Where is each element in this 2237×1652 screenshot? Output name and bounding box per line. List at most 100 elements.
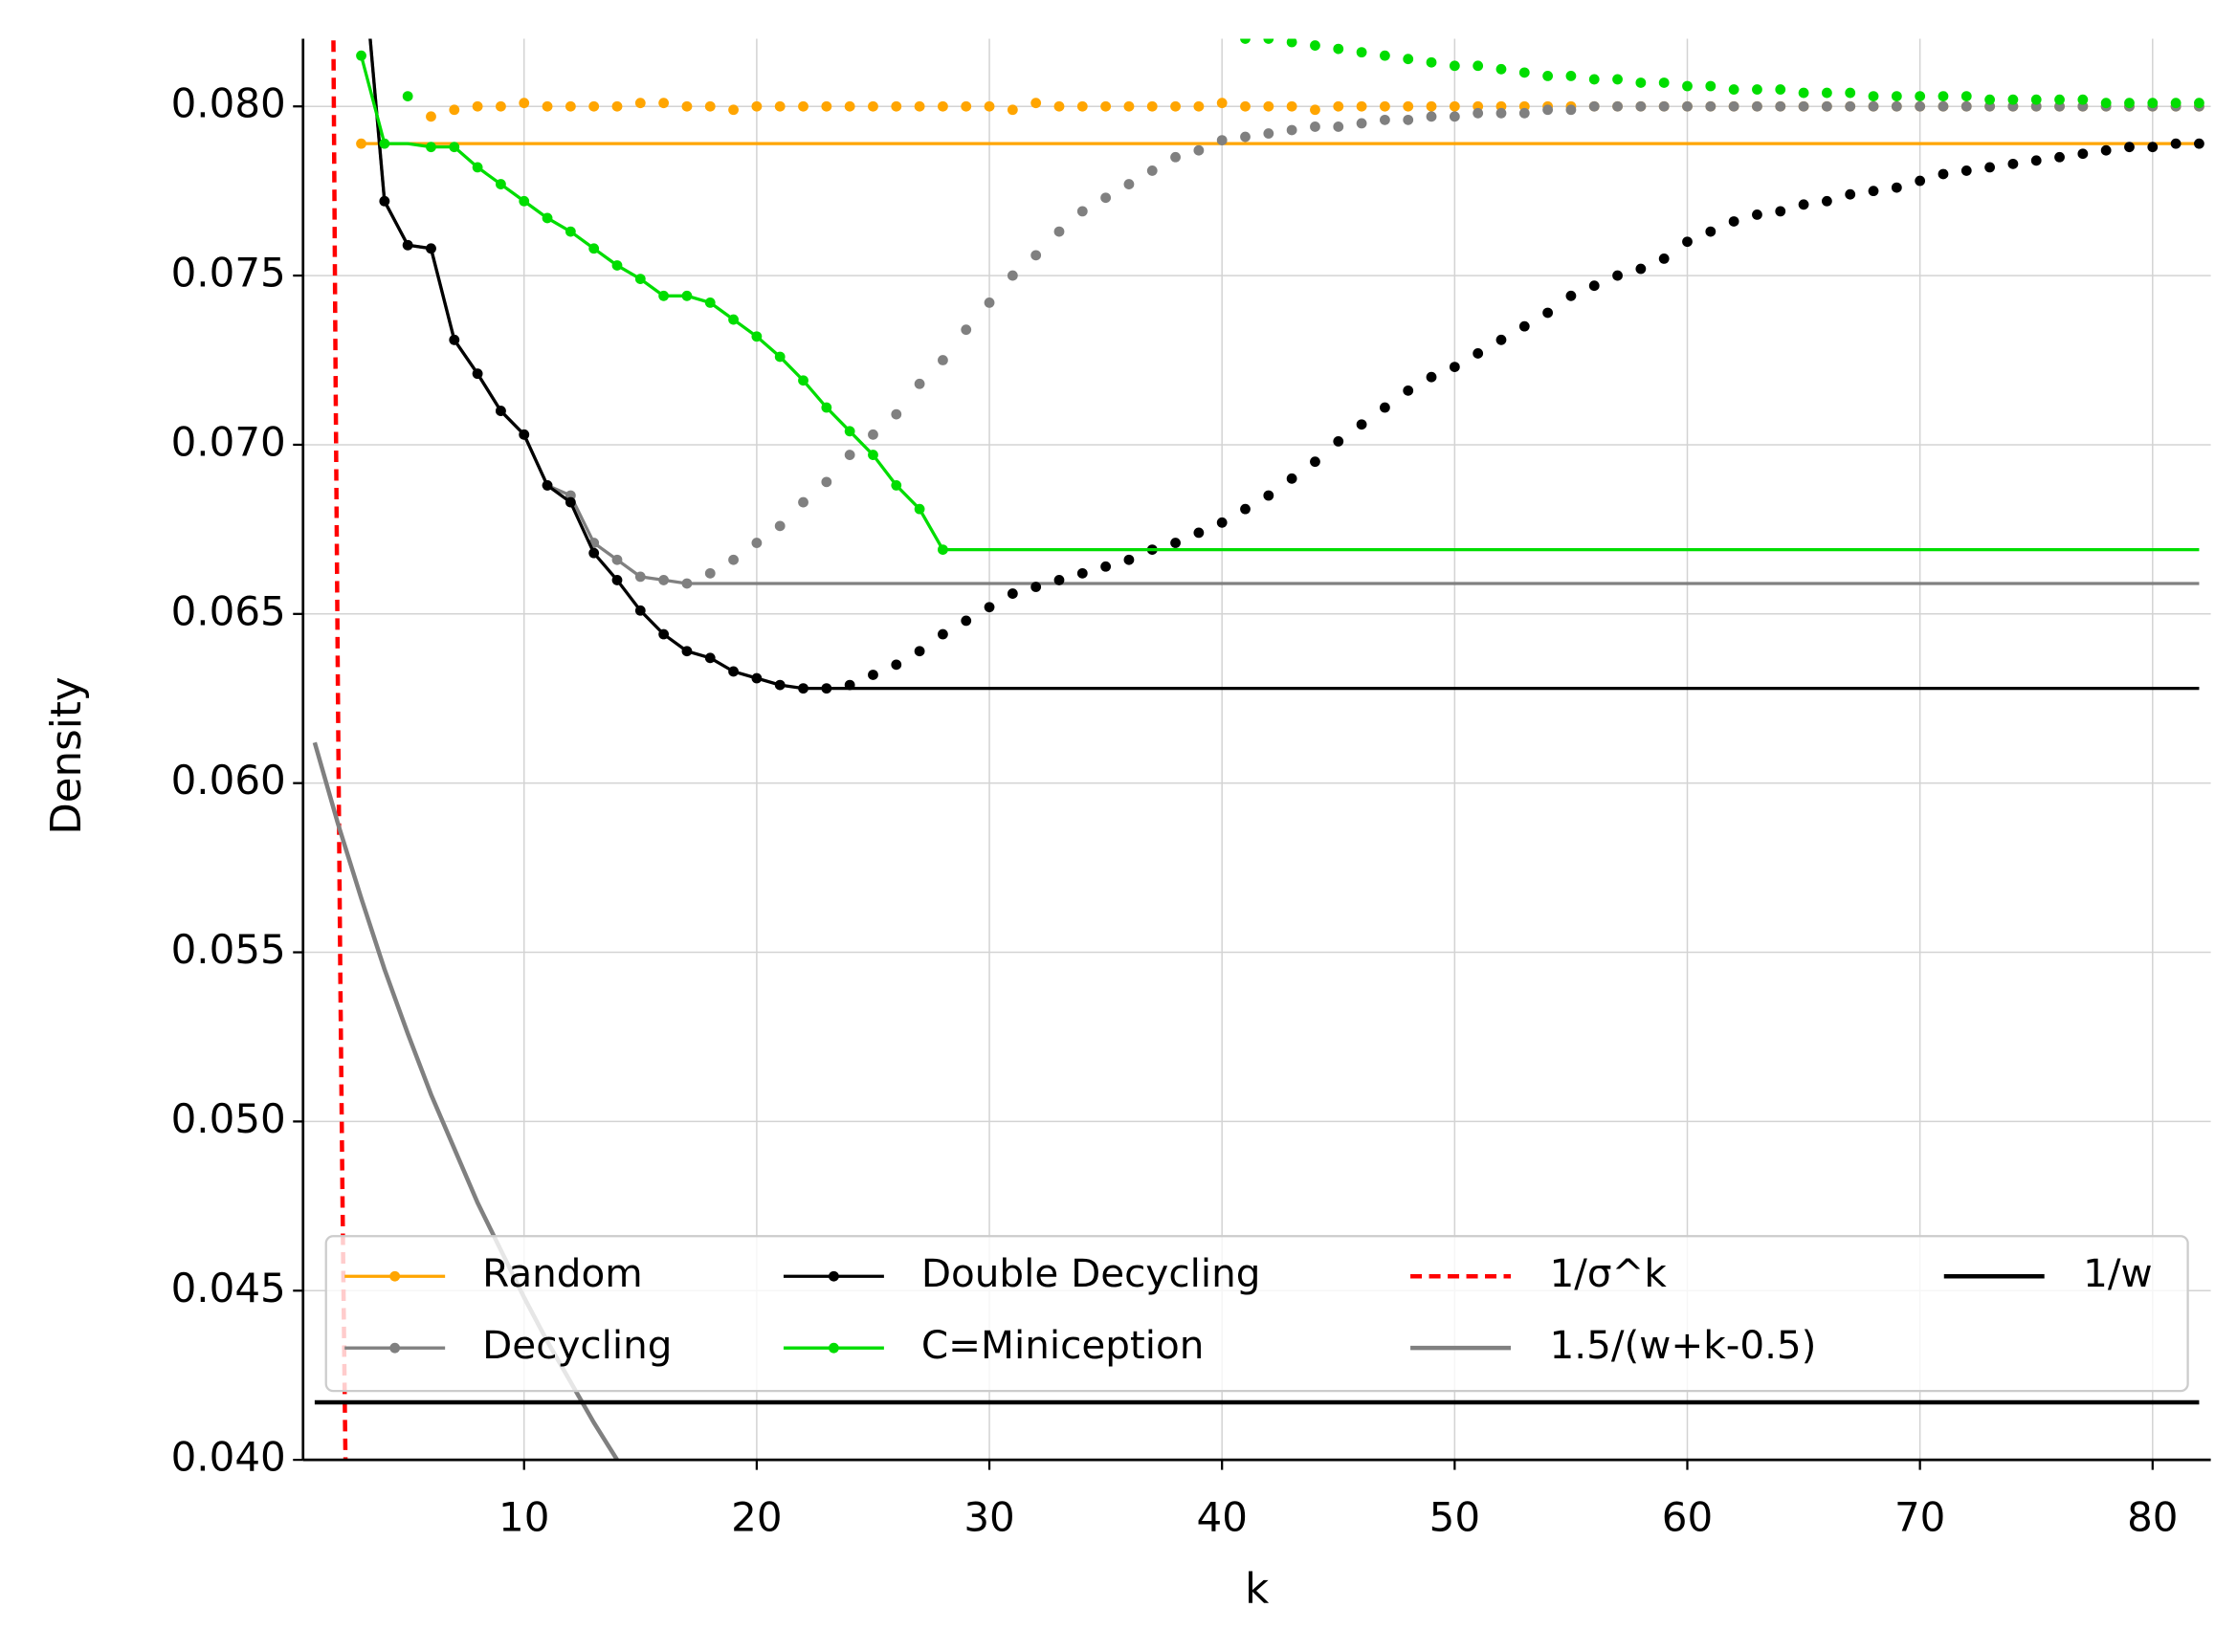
y-tick-label: 0.040 — [171, 1434, 286, 1481]
min-line — [368, 38, 2200, 585]
point — [1868, 186, 1879, 197]
point — [1682, 236, 1693, 248]
point — [704, 297, 716, 308]
point — [1263, 128, 1274, 139]
point — [2194, 138, 2204, 149]
point — [496, 179, 506, 189]
point — [1682, 100, 1693, 112]
point — [1170, 151, 1181, 163]
point — [1658, 100, 1670, 112]
point — [914, 646, 925, 657]
point — [891, 100, 902, 112]
y-tick-label: 0.055 — [171, 926, 286, 973]
point — [681, 290, 693, 301]
point — [2194, 98, 2204, 109]
point — [1821, 195, 1832, 207]
point — [1170, 538, 1181, 548]
point — [1380, 100, 1390, 112]
point — [914, 503, 925, 515]
point — [751, 331, 763, 342]
point — [1565, 104, 1577, 116]
x-tick-label: 40 — [1196, 1494, 1247, 1541]
point — [1495, 107, 1507, 119]
point — [728, 314, 739, 325]
point — [1845, 87, 1856, 99]
point — [798, 100, 808, 112]
point — [1030, 582, 1042, 592]
point — [402, 91, 413, 102]
legend-marker — [389, 1342, 401, 1354]
point — [1821, 87, 1832, 99]
point — [1333, 100, 1344, 112]
point — [658, 575, 670, 585]
point — [1960, 165, 1972, 176]
point — [914, 378, 925, 389]
point — [1449, 362, 1460, 372]
point — [611, 100, 623, 112]
point — [1612, 74, 1623, 85]
point — [1635, 100, 1647, 112]
point — [1356, 100, 1367, 112]
point — [774, 520, 786, 532]
y-tick-label: 0.045 — [171, 1265, 286, 1311]
point — [356, 50, 366, 61]
point — [1100, 192, 1112, 204]
point — [1193, 527, 1205, 539]
point — [1565, 70, 1577, 81]
point — [1612, 270, 1623, 281]
point — [1123, 100, 1135, 112]
point — [1170, 100, 1181, 112]
point — [1240, 131, 1251, 143]
point — [379, 138, 390, 149]
point — [1728, 216, 1739, 227]
point — [1728, 100, 1739, 112]
x-tick-label: 60 — [1662, 1494, 1713, 1541]
point — [519, 429, 530, 440]
point — [1333, 121, 1344, 132]
point — [472, 100, 483, 112]
point — [1775, 206, 1786, 217]
point — [1775, 84, 1786, 95]
point — [1286, 124, 1297, 136]
point — [1146, 100, 1158, 112]
point — [1984, 94, 1995, 105]
point — [2030, 155, 2042, 166]
point — [1565, 290, 1577, 301]
point — [1310, 121, 1320, 132]
point — [984, 297, 995, 308]
point — [1123, 554, 1135, 565]
point — [1518, 107, 1530, 119]
point — [1915, 175, 1926, 187]
point — [728, 666, 739, 677]
x-tick-label: 50 — [1429, 1494, 1480, 1541]
point — [1984, 162, 1995, 173]
point — [1798, 100, 1809, 112]
point — [2030, 94, 2042, 105]
point — [519, 98, 530, 109]
x-tick-label: 70 — [1894, 1494, 1945, 1541]
point — [1310, 40, 1320, 51]
point — [844, 426, 855, 437]
min-line — [359, 55, 2200, 552]
point — [1542, 104, 1554, 116]
point — [496, 406, 506, 416]
point — [1356, 47, 1367, 58]
point — [1356, 118, 1367, 129]
x-axis-label: k — [1245, 1566, 1270, 1614]
point — [1542, 70, 1554, 81]
point — [472, 368, 483, 380]
point — [588, 100, 600, 112]
point — [1263, 100, 1274, 112]
point — [1333, 436, 1344, 447]
point — [798, 496, 808, 508]
point — [1193, 100, 1205, 112]
point — [1868, 91, 1879, 102]
point — [1798, 199, 1809, 210]
point — [728, 104, 739, 116]
y-tick-label: 0.075 — [171, 250, 286, 297]
point — [2077, 94, 2089, 105]
point — [1426, 111, 1437, 122]
point — [1542, 307, 1554, 319]
point — [1938, 91, 1949, 102]
point — [472, 162, 483, 173]
